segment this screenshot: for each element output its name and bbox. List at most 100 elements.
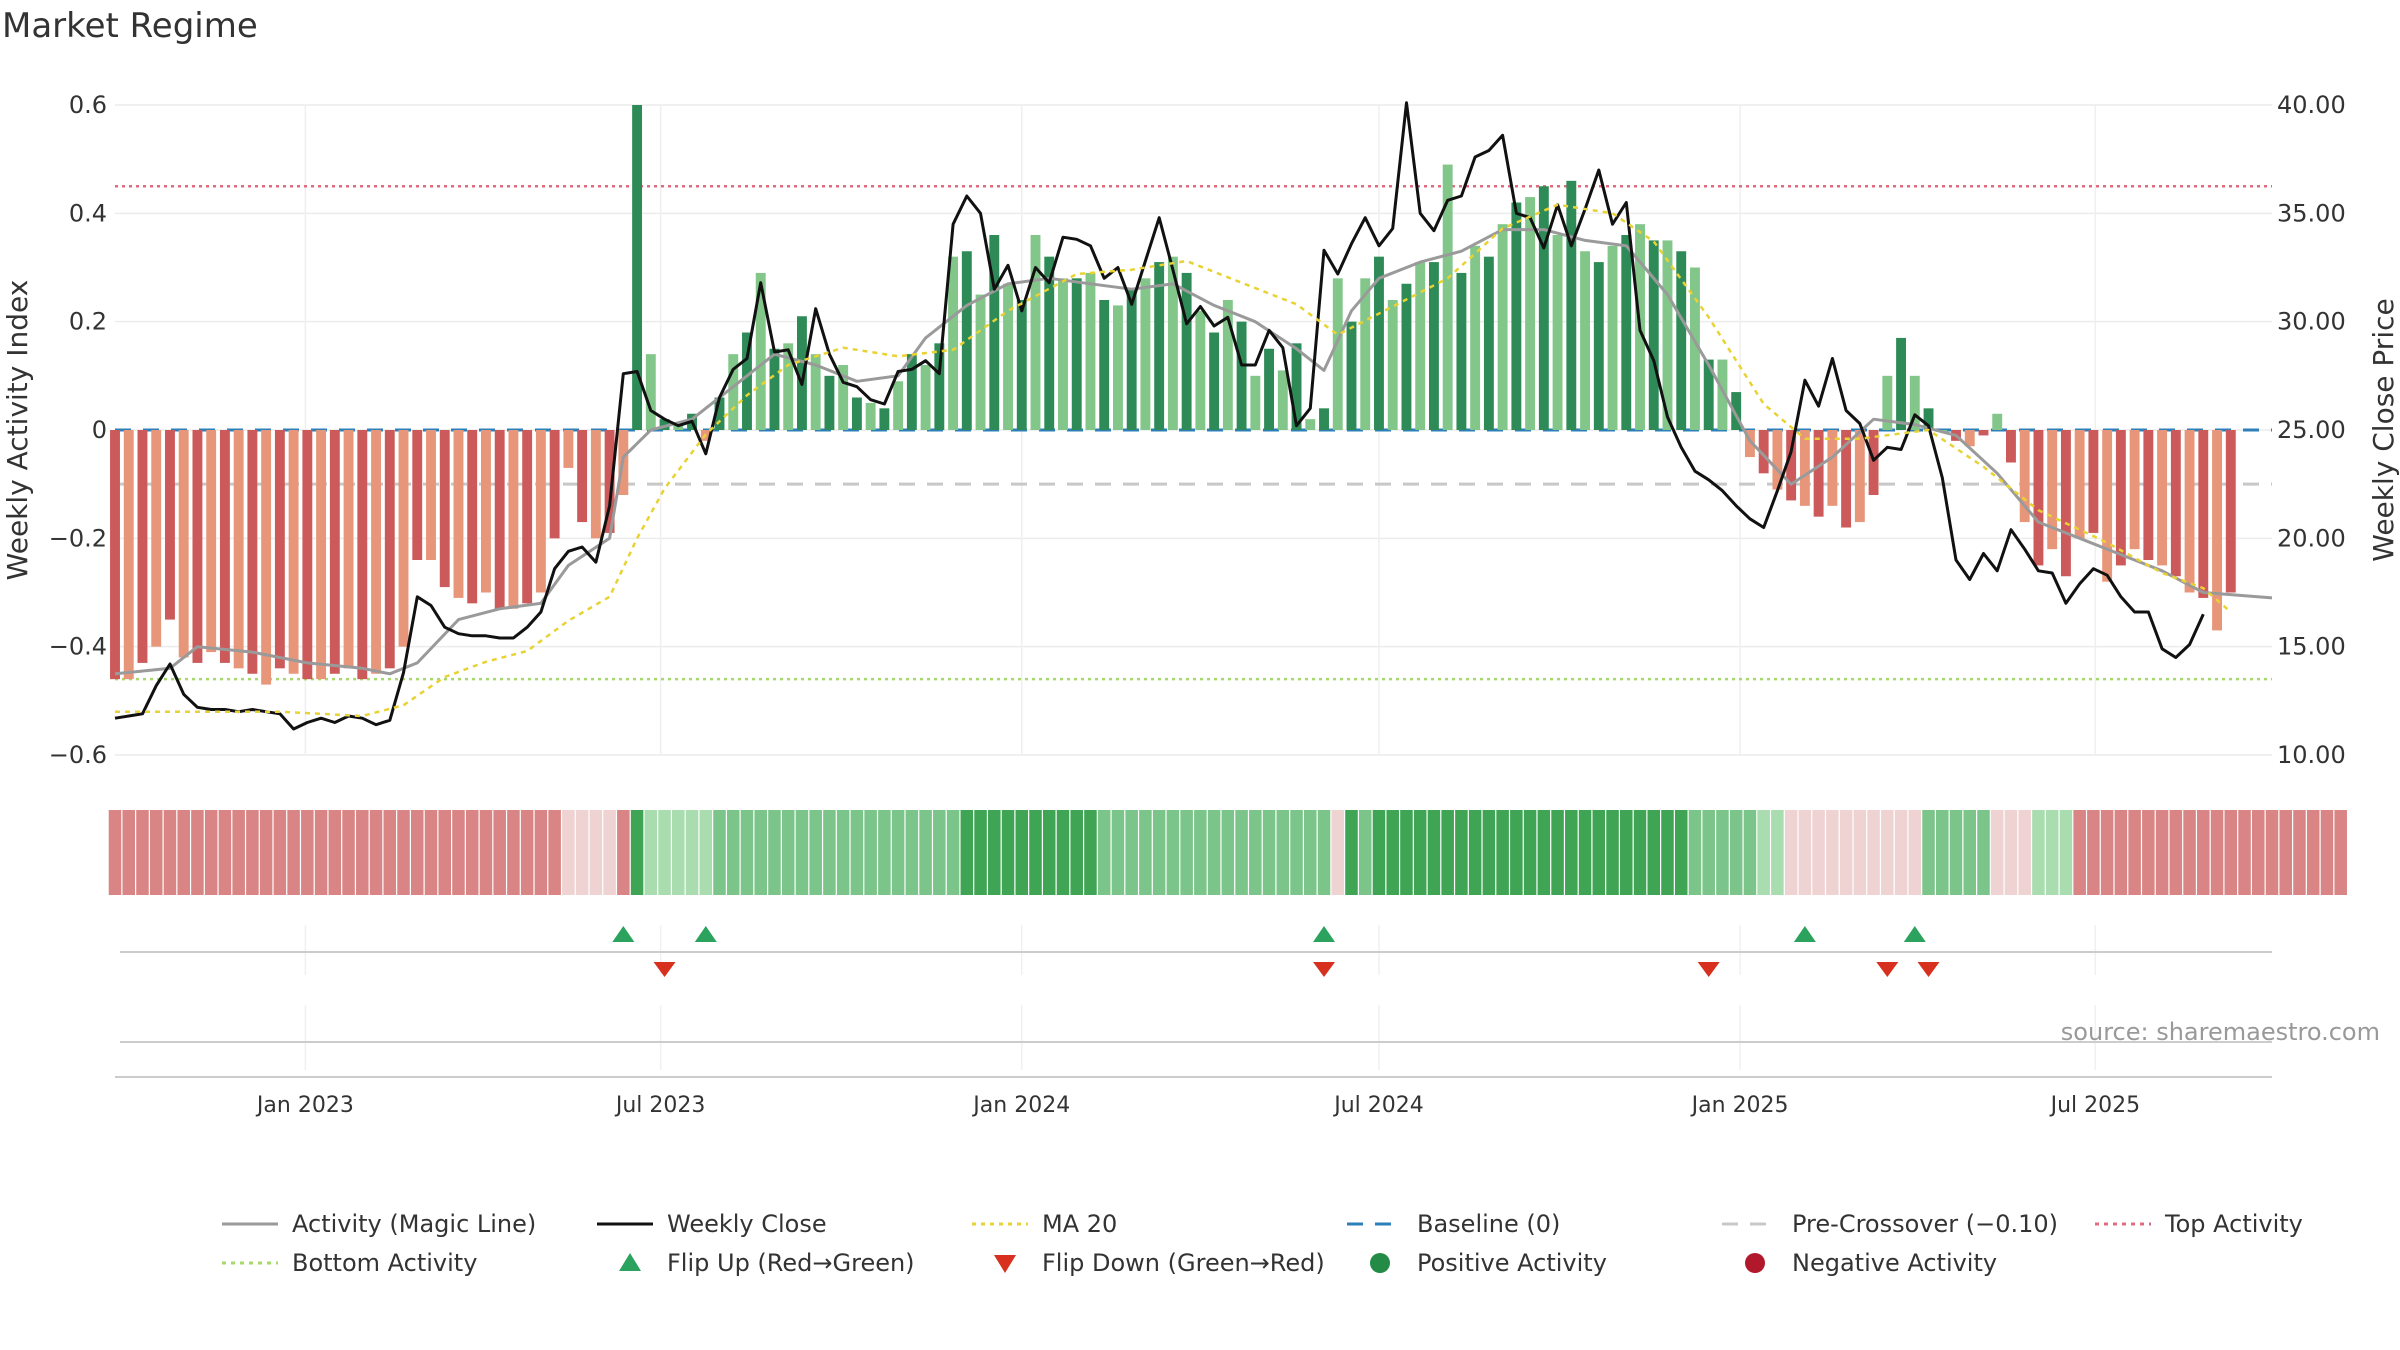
- activity-bar: [673, 424, 684, 430]
- activity-bar: [1030, 235, 1041, 430]
- regime-cell: [2210, 810, 2224, 895]
- activity-bar: [1731, 392, 1742, 430]
- regime-cell: [163, 810, 177, 895]
- regime-cell: [781, 810, 795, 895]
- source-note: source: sharemaestro.com: [2061, 1018, 2380, 1046]
- activity-bar: [1181, 272, 1192, 430]
- activity-bar: [1607, 245, 1618, 430]
- regime-cell: [1345, 810, 1358, 895]
- activity-bar: [1099, 300, 1110, 430]
- activity-bar: [2060, 430, 2071, 577]
- activity-bar: [2019, 430, 2030, 523]
- regime-cell: [1441, 810, 1454, 895]
- activity-bar: [535, 430, 546, 593]
- activity-bar: [1896, 337, 1906, 430]
- regime-cell: [795, 810, 809, 895]
- regime-cell: [1290, 810, 1303, 895]
- regime-cell: [2142, 810, 2155, 895]
- activity-bar: [2088, 430, 2099, 533]
- activity-bar: [796, 316, 807, 430]
- activity-bar: [1209, 332, 1220, 430]
- activity-bar: [2047, 430, 2058, 550]
- regime-cell: [1249, 810, 1262, 895]
- regime-cell: [1358, 810, 1372, 895]
- activity-bar: [948, 256, 959, 430]
- activity-bar: [384, 430, 395, 669]
- regime-cell: [1729, 810, 1743, 895]
- series-line: [114, 101, 2205, 731]
- regime-cell: [1427, 810, 1441, 895]
- y-tick-label: −0.6: [49, 741, 107, 769]
- regime-cell: [534, 810, 548, 895]
- activity-bar: [1470, 245, 1481, 430]
- regime-cell: [1702, 810, 1715, 895]
- activity-bar: [659, 419, 670, 430]
- flip-up-marker: [1313, 926, 1336, 942]
- regime-cell: [617, 810, 630, 895]
- regime-cell: [2073, 810, 2086, 895]
- activity-bar: [1140, 278, 1151, 430]
- activity-bar: [2212, 430, 2222, 631]
- regime-cell: [1578, 810, 1592, 895]
- regime-cell: [960, 810, 974, 895]
- activity-bar: [110, 430, 120, 680]
- regime-cell: [575, 810, 589, 895]
- regime-cell: [768, 810, 781, 895]
- activity-bar: [1374, 256, 1384, 430]
- regime-cell: [2238, 810, 2251, 895]
- regime-cell: [218, 810, 232, 895]
- regime-cell: [314, 810, 328, 895]
- activity-bar: [906, 354, 917, 430]
- activity-bar: [1525, 197, 1536, 430]
- flip-down-marker: [653, 962, 676, 977]
- regime-cell: [1468, 810, 1482, 895]
- activity-bar: [1662, 240, 1673, 430]
- regime-cell: [259, 810, 273, 895]
- regime-cell: [672, 810, 685, 895]
- regime-cell: [1084, 810, 1097, 895]
- regime-cell: [2265, 810, 2279, 895]
- regime-cell: [603, 810, 616, 895]
- regime-cell: [1523, 810, 1537, 895]
- activity-bar: [1758, 430, 1769, 474]
- regime-cell: [754, 810, 767, 895]
- activity-bar: [412, 430, 423, 560]
- regime-cell: [1455, 810, 1468, 895]
- activity-bar: [192, 430, 203, 663]
- regime-cell: [410, 810, 424, 895]
- regime-cell: [1510, 810, 1523, 895]
- regime-cell: [507, 810, 520, 895]
- regime-cell: [191, 810, 204, 895]
- regime-cell: [1207, 810, 1221, 895]
- regime-cell: [2334, 810, 2347, 895]
- activity-bar: [769, 348, 780, 430]
- regime-cell: [1372, 810, 1386, 895]
- activity-bar: [2198, 430, 2209, 598]
- regime-cell: [1881, 810, 1894, 895]
- activity-bar: [934, 343, 945, 430]
- activity-bar: [233, 430, 244, 669]
- activity-bar: [1346, 321, 1357, 430]
- x-tick-label: Jan 2023: [255, 1093, 354, 1118]
- regime-cell: [2169, 810, 2183, 895]
- regime-cell: [2183, 810, 2196, 895]
- regime-cell: [1056, 810, 1070, 895]
- regime-cell: [1606, 810, 1619, 895]
- regime-cell: [685, 810, 699, 895]
- regime-cell: [946, 810, 960, 895]
- activity-bar: [2184, 430, 2195, 593]
- regime-cell: [850, 810, 864, 895]
- activity-bar: [1648, 240, 1659, 430]
- activity-bar: [975, 294, 986, 430]
- y-tick-label: 0.4: [69, 199, 107, 227]
- legend-swatch: [1745, 1253, 1765, 1273]
- activity-bar: [1717, 359, 1728, 430]
- activity-bar: [577, 430, 588, 523]
- regime-cell: [548, 810, 561, 895]
- activity-bar: [1126, 289, 1137, 430]
- activity-bar: [123, 430, 134, 680]
- regime-cell: [2059, 810, 2073, 895]
- activity-bar: [1978, 430, 1989, 436]
- regime-cell: [1111, 810, 1125, 895]
- activity-bar: [522, 430, 533, 604]
